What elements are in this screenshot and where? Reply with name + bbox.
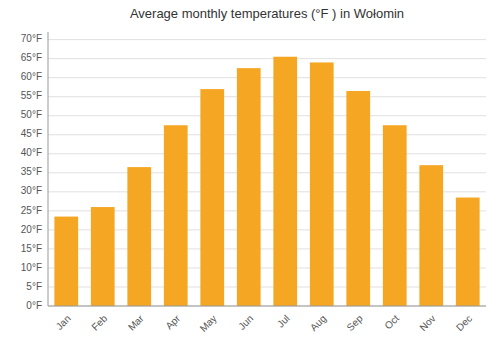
y-tick-label: 50°F <box>21 109 42 120</box>
x-tick-label: Mar <box>126 312 146 332</box>
y-tick-label: 45°F <box>21 128 42 139</box>
bar <box>346 91 370 306</box>
bar <box>456 198 480 306</box>
y-tick-label: 25°F <box>21 205 42 216</box>
y-tick-label: 55°F <box>21 90 42 101</box>
y-tick-label: 60°F <box>21 71 42 82</box>
bar <box>127 167 151 306</box>
y-tick-label: 5°F <box>26 281 42 292</box>
y-tick-label: 0°F <box>26 300 42 311</box>
grid-line <box>48 77 486 78</box>
bar <box>54 217 78 306</box>
x-tick-label: Dec <box>454 313 474 333</box>
grid-line <box>48 39 486 40</box>
grid-line <box>48 153 486 154</box>
bar <box>310 62 334 306</box>
bar <box>419 165 443 306</box>
x-tick-label: Apr <box>163 312 182 331</box>
grid-line <box>48 134 486 135</box>
bar <box>164 125 188 306</box>
grid-line <box>48 96 486 97</box>
x-tick-label: Sep <box>344 312 365 333</box>
x-tick-label: Jun <box>236 313 255 332</box>
x-tick-label: Aug <box>308 313 328 333</box>
grid-line <box>48 58 486 59</box>
bar <box>200 89 224 306</box>
grid-line <box>48 115 486 116</box>
y-tick-label: 40°F <box>21 147 42 158</box>
x-tick-label: Feb <box>89 312 109 332</box>
bar <box>383 125 407 306</box>
y-tick-label: 15°F <box>21 243 42 254</box>
y-tick-label: 65°F <box>21 52 42 63</box>
bar <box>91 207 115 306</box>
y-axis-line <box>48 32 49 306</box>
title: Average monthly temperatures (°F ) in Wo… <box>130 6 404 21</box>
x-tick-label: Jul <box>275 313 292 330</box>
grid <box>48 40 486 306</box>
x-tick-label: Jan <box>54 313 73 332</box>
x-axis-line <box>48 306 486 307</box>
y-tick-label: 30°F <box>21 185 42 196</box>
x-tick-label: May <box>198 313 219 334</box>
bars <box>54 57 479 306</box>
y-tick-label: 20°F <box>21 224 42 235</box>
grid-line <box>48 306 486 307</box>
x-tick-label: Nov <box>417 313 437 333</box>
x-tick-label: Oct <box>382 313 401 332</box>
chart: 0°F 5°F 10°F 15°F 20°F 25°F 30°F 35°F 40°F 45°F 50… <box>0 0 500 350</box>
y-tick-label: 70°F <box>21 33 42 44</box>
y-tick-label: 35°F <box>21 166 42 177</box>
y-tick-label: 10°F <box>21 262 42 273</box>
bar <box>273 57 297 306</box>
bar <box>237 68 261 306</box>
